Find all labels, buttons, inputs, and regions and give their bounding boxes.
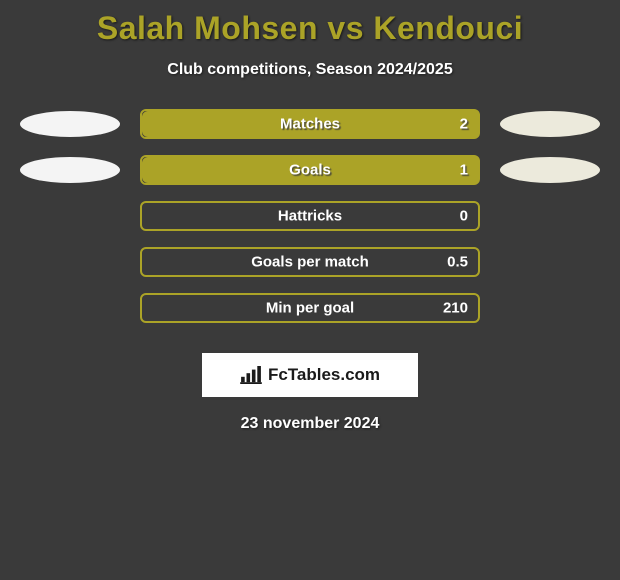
stat-row: Hattricks 0 [0,201,620,231]
brand-text: FcTables.com [268,365,380,385]
stat-row: Goals 1 [0,155,620,185]
stat-label: Goals per match [251,254,369,271]
right-value-blob [500,203,600,229]
stat-label: Hattricks [278,208,342,225]
stat-label: Matches [280,116,340,133]
left-value-blob [20,295,120,321]
right-value-blob [500,249,600,275]
right-value-blob [500,157,600,183]
stat-value: 0.5 [447,254,468,271]
date-text: 23 november 2024 [0,415,620,433]
stat-track: Goals 1 [140,155,480,185]
right-value-blob [500,111,600,137]
stat-row: Min per goal 210 [0,293,620,323]
stat-value: 0 [460,208,468,225]
stat-value: 1 [460,162,468,179]
stat-value: 2 [460,116,468,133]
stat-track: Goals per match 0.5 [140,247,480,277]
bar-chart-icon [240,366,262,384]
right-value-blob [500,295,600,321]
stat-label: Min per goal [266,300,354,317]
brand-box: FcTables.com [202,353,418,397]
stat-row: Goals per match 0.5 [0,247,620,277]
stat-track: Hattricks 0 [140,201,480,231]
comparison-rows: Matches 2 Goals 1 Hattricks 0 [0,109,620,323]
stat-track: Min per goal 210 [140,293,480,323]
stat-label: Goals [289,162,331,179]
left-value-blob [20,157,120,183]
stat-track: Matches 2 [140,109,480,139]
stat-value: 210 [443,300,468,317]
page-title: Salah Mohsen vs Kendouci [0,10,620,47]
content: Salah Mohsen vs Kendouci Club competitio… [0,0,620,433]
stat-row: Matches 2 [0,109,620,139]
left-value-blob [20,111,120,137]
left-value-blob [20,203,120,229]
left-value-blob [20,249,120,275]
subtitle: Club competitions, Season 2024/2025 [0,61,620,79]
